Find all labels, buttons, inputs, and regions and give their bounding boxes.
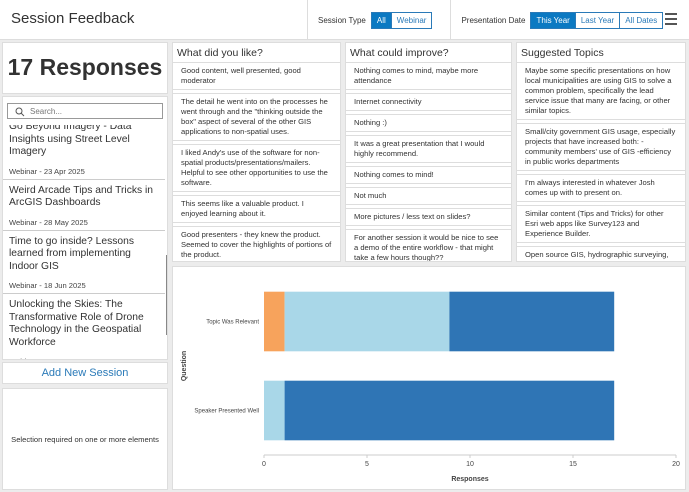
list-item: I'm always interested in whatever Josh c… [517, 174, 685, 202]
header: Session Feedback Session Type All Webinar P… [0, 0, 689, 40]
bar-segment [284, 380, 615, 441]
x-axis-label: Responses [451, 476, 488, 483]
add-session-button[interactable]: Add New Session [2, 362, 168, 384]
scrollbar[interactable] [166, 255, 167, 335]
session-title: Go Beyond Imagery - Data Insights using … [9, 125, 132, 157]
list-item: This seems like a valuable product. I en… [173, 195, 340, 223]
bar-segment [264, 380, 285, 441]
search-placeholder: Search... [30, 107, 63, 116]
x-tick-label: 15 [569, 461, 577, 468]
session-list-viewport: Go Beyond Imagery - Data Insights using … [3, 125, 167, 359]
session-list: Go Beyond Imagery - Data Insights using … [3, 125, 165, 359]
filter-button[interactable]: All [370, 11, 392, 29]
bar-segment [284, 291, 450, 352]
list-item: The detail he went into on the processes… [173, 93, 340, 141]
session-item[interactable]: Weird Arcade Tips and Tricks in ArcGIS D… [3, 180, 165, 231]
session-item[interactable]: Unlocking the Skies: The Transformative … [3, 294, 165, 359]
bar-segment [264, 291, 285, 352]
search-icon [15, 107, 25, 117]
response-count: 17 Responses [7, 54, 163, 80]
session-date: Webinar - 23 Apr 2025 [9, 166, 85, 176]
menu-icon[interactable] [665, 13, 677, 25]
chart-panel: 0 5 10 15 20 Responses Question Topic Was Relev… [172, 266, 686, 490]
filters: Session Type All Webinar Presentation Date T… [307, 0, 664, 39]
list-title: What could improve? [350, 47, 449, 59]
x-tick-label: 20 [672, 461, 680, 468]
list-item: Nothing :) [346, 114, 511, 132]
filter-group: Presentation Date This Year Last Year All D… [450, 0, 664, 39]
list-title: What did you like? [177, 47, 263, 59]
list-item: Maybe some specific presentations on how… [517, 62, 685, 120]
list-item: For another session it would be nice to … [346, 229, 511, 261]
list-item: More pictures / less text on slides? [346, 208, 511, 226]
list-panel: Suggested Topics Maybe some specific pres… [516, 42, 686, 262]
x-tick-label: 5 [365, 461, 369, 468]
filter-button[interactable]: This Year [530, 11, 576, 29]
bar-segment [449, 291, 615, 352]
selection-panel: Selection required on one or more elemen… [2, 388, 168, 490]
session-date: Webinar - 20 Aug 2025 [9, 357, 159, 359]
filter-group: Session Type All Webinar [307, 0, 433, 39]
list-item: Good presenters - they knew the product.… [173, 226, 340, 261]
y-axis-label: Question [181, 351, 188, 381]
list-item: Not much [346, 187, 511, 205]
list-item: Nothing comes to mind! [346, 166, 511, 184]
filter-label: Session Type [318, 15, 366, 25]
y-tick-label: Topic Was Relevant [206, 320, 259, 326]
list-item: Internet connectivity [346, 93, 511, 111]
chart: 0 5 10 15 20 Responses Question Topic Was Relev… [181, 291, 680, 483]
list-item: Similar content (Tips and Tricks) for ot… [517, 205, 685, 243]
y-tick-label: Speaker Presented Well [194, 409, 259, 415]
list-item: Good content, well presented, good moder… [173, 62, 340, 90]
session-date: Webinar - 28 May 2025 [9, 217, 88, 227]
list-item: Nothing comes to mind, maybe more attend… [346, 62, 511, 90]
search-box[interactable]: Search... [7, 103, 163, 119]
session-item[interactable]: Go Beyond Imagery - Data Insights using … [3, 125, 165, 180]
session-panel: Search... Go Beyond Imagery - Data Insig… [2, 96, 168, 360]
session-item[interactable]: Time to go inside? Lessons learned from … [3, 231, 165, 294]
filter-button[interactable]: Last Year [574, 11, 621, 29]
session-date: Webinar - 18 Jun 2025 [9, 281, 86, 290]
title: Session Feedback [11, 10, 135, 27]
list-title: Suggested Topics [521, 47, 604, 59]
list-item: It was a great presentation that I would… [346, 135, 511, 163]
selection-message: Selection required on one or more elemen… [11, 434, 159, 444]
x-tick-label: 10 [466, 461, 474, 468]
session-title: Weird Arcade Tips and Tricks in ArcGIS D… [9, 184, 154, 209]
list-item: I liked Andy's use of the software for n… [173, 144, 340, 192]
x-tick-label: 0 [262, 461, 266, 468]
list-item: Open source GIS, hydrographic surveying,… [517, 246, 685, 261]
filter-button[interactable]: Webinar [390, 11, 433, 29]
list-panel: What could improve? Nothing comes to mind… [345, 42, 512, 262]
session-title: Unlocking the Skies: The Transformative … [9, 299, 144, 348]
responses-panel: 17 Responses [2, 42, 168, 94]
list-panel: What did you like? Good content, well pre… [172, 42, 341, 262]
session-title: Time to go inside? Lessons learned from … [9, 235, 134, 272]
filter-button[interactable]: All Dates [619, 11, 664, 29]
list-item: Small/city government GIS usage, especia… [517, 123, 685, 171]
filter-label: Presentation Date [461, 15, 526, 25]
